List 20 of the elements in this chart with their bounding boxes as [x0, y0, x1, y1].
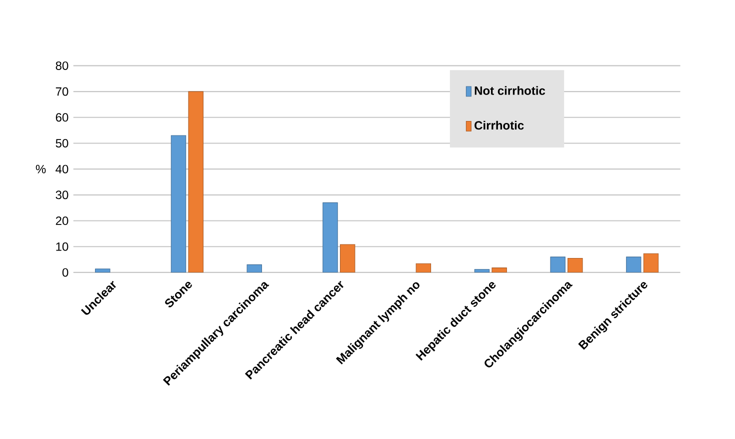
y-tick-label: 10: [56, 242, 68, 251]
bar: [340, 244, 356, 272]
bar: [188, 91, 204, 272]
legend-label: Cirrhotic: [474, 120, 524, 130]
bar: [416, 263, 432, 272]
bar: [492, 267, 507, 272]
bar: [568, 258, 583, 272]
y-tick-label: 50: [56, 138, 68, 148]
y-tick-label: 80: [56, 61, 68, 70]
y-tick-label: 40: [56, 164, 68, 174]
y-axis-title: %: [36, 164, 46, 174]
y-tick-label: 0: [62, 268, 68, 277]
bar: [322, 202, 338, 272]
y-tick-label: 70: [56, 87, 68, 96]
legend-label: Not cirrhotic: [474, 86, 546, 95]
y-tick-label: 60: [56, 113, 68, 122]
y-tick-label: 30: [56, 190, 68, 200]
y-tick-label: 20: [56, 216, 68, 225]
bar: [170, 135, 186, 272]
bar: [643, 253, 659, 272]
